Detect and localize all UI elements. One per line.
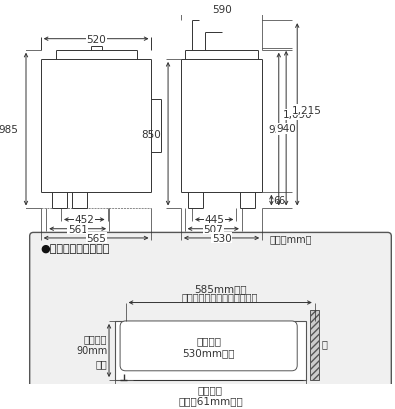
Text: 507: 507 — [203, 224, 223, 234]
Text: 445: 445 — [204, 215, 224, 225]
Text: 内寸幅61mm以上: 内寸幅61mm以上 — [178, 395, 243, 405]
Text: 585mm以上: 585mm以上 — [194, 283, 246, 294]
Text: 奥壁から前面内壁までの距離: 奥壁から前面内壁までの距離 — [182, 291, 258, 301]
Text: 561: 561 — [68, 224, 88, 234]
Text: 590: 590 — [212, 5, 231, 15]
Text: 934: 934 — [269, 125, 289, 135]
Text: 1,090: 1,090 — [282, 110, 312, 120]
Text: 6: 6 — [279, 196, 285, 206]
Text: （単位mm）: （単位mm） — [269, 234, 312, 243]
Bar — [115, 321, 307, 380]
FancyBboxPatch shape — [30, 233, 391, 387]
Text: 452: 452 — [74, 215, 94, 225]
Text: 985: 985 — [0, 125, 19, 135]
Bar — [310, 310, 319, 380]
Text: 内寸奥行
530mm以上: 内寸奥行 530mm以上 — [182, 335, 235, 357]
Text: 1,215: 1,215 — [292, 106, 322, 115]
Text: ●設置可能な防水パン: ●設置可能な防水パン — [41, 244, 110, 254]
Text: 565: 565 — [86, 234, 106, 243]
FancyBboxPatch shape — [120, 321, 297, 371]
Text: 850: 850 — [141, 129, 161, 139]
Text: 940: 940 — [276, 124, 296, 134]
Text: 520: 520 — [86, 35, 106, 45]
Text: 内寸深さ
90mm
以下: 内寸深さ 90mm 以下 — [76, 333, 107, 368]
Text: 530: 530 — [212, 234, 231, 243]
Text: 防水パン: 防水パン — [198, 384, 223, 394]
Text: 6: 6 — [273, 196, 280, 206]
Text: 壁: 壁 — [321, 338, 327, 348]
